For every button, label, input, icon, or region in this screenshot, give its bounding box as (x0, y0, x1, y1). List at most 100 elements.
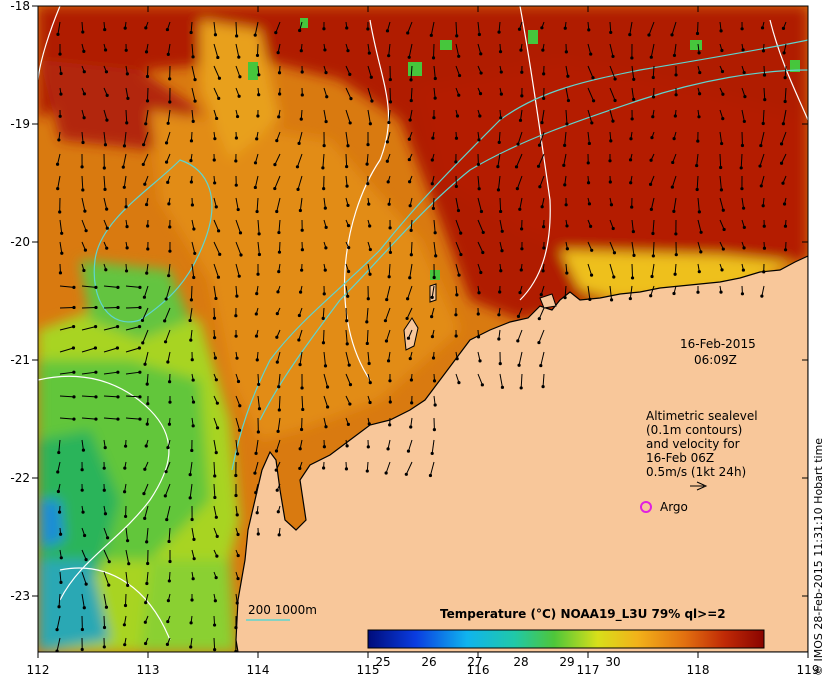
legend-line: 16-Feb 06Z (646, 451, 714, 465)
velocity-arrow (275, 307, 281, 316)
velocity-arrow (323, 109, 328, 124)
velocity-arrow (254, 329, 259, 338)
velocity-arrow (123, 593, 128, 608)
velocity-arrow (630, 43, 634, 60)
velocity-arrow (519, 373, 523, 390)
velocity-arrow (213, 417, 220, 430)
velocity-arrow (234, 175, 238, 187)
velocity-arrow (630, 109, 634, 121)
velocity-arrow (255, 197, 259, 214)
velocity-arrow (649, 197, 655, 211)
lon-tick-label: 119 (797, 663, 820, 677)
velocity-arrow (298, 461, 303, 471)
velocity-arrow (432, 417, 436, 432)
velocity-arrow (191, 549, 196, 561)
velocity-arrow (496, 175, 501, 192)
velocity-arrow (235, 263, 241, 278)
velocity-arrow (121, 153, 127, 169)
velocity-arrow (57, 131, 61, 142)
velocity-arrow (57, 439, 61, 455)
velocity-arrow (81, 571, 88, 586)
velocity-arrow (323, 395, 330, 409)
velocity-arrow (103, 131, 108, 147)
velocity-arrow (125, 370, 142, 375)
legend-line: and velocity for (646, 437, 740, 451)
velocity-arrow (125, 571, 130, 587)
velocity-arrow (741, 43, 745, 52)
velocity-arrow (540, 197, 545, 209)
velocity-arrow (189, 329, 193, 342)
velocity-arrow (257, 65, 261, 77)
velocity-arrow (367, 351, 371, 366)
velocity-arrow (433, 219, 437, 235)
velocity-arrow (739, 153, 743, 170)
colorbar-tick-label: 29 (559, 655, 574, 669)
velocity-arrow (213, 571, 218, 580)
velocity-arrow (498, 351, 502, 366)
velocity-arrow (565, 241, 569, 251)
velocity-arrow (122, 131, 127, 148)
velocity-arrow (477, 219, 485, 235)
velocity-arrow (719, 285, 723, 294)
velocity-arrow (406, 329, 413, 340)
velocity-arrow (609, 65, 617, 81)
velocity-arrow (719, 65, 725, 74)
velocity-arrow (520, 65, 524, 74)
velocity-arrow (235, 417, 242, 432)
velocity-arrow (497, 307, 501, 317)
velocity-arrow (298, 197, 303, 213)
velocity-arrow (191, 395, 196, 404)
velocity-arrow (719, 43, 724, 53)
velocity-arrow (477, 241, 485, 255)
velocity-arrow (81, 593, 86, 610)
velocity-arrow (125, 346, 142, 353)
velocity-arrow (188, 483, 193, 500)
velocity-arrow (672, 285, 677, 296)
velocity-arrow (477, 351, 482, 363)
velocity-arrow (256, 527, 260, 536)
velocity-arrow (59, 325, 76, 331)
velocity-arrow (235, 21, 239, 38)
velocity-arrows (55, 21, 788, 652)
velocity-arrow (144, 197, 149, 207)
velocity-arrow (672, 43, 677, 58)
velocity-arrow (235, 351, 239, 360)
velocity-arrow (191, 241, 197, 256)
velocity-arrow (630, 197, 634, 209)
velocity-arrow (587, 263, 594, 277)
velocity-arrow (782, 197, 787, 206)
lon-tick-label: 115 (357, 663, 380, 677)
velocity-arrow (367, 373, 372, 385)
velocity-arrow (672, 197, 677, 213)
velocity-arrow (58, 197, 62, 214)
velocity-arrow (740, 175, 744, 191)
velocity-arrow (300, 87, 304, 97)
velocity-arrow (565, 263, 569, 275)
velocity-arrow (454, 153, 458, 164)
velocity-arrow (697, 87, 702, 96)
velocity-arrow (81, 305, 98, 310)
velocity-arrow (256, 263, 260, 276)
velocity-arrow (277, 373, 281, 389)
velocity-arrow (103, 439, 107, 450)
velocity-arrow (235, 571, 240, 581)
velocity-arrow (103, 21, 107, 32)
velocity-arrow (386, 175, 391, 184)
velocity-arrow (125, 395, 142, 399)
velocity-arrow (143, 351, 149, 366)
velocity-arrow (388, 373, 392, 383)
velocity-arrow (81, 417, 98, 421)
velocity-arrow (719, 21, 723, 33)
velocity-arrow (213, 593, 217, 603)
velocity-arrow (648, 175, 655, 187)
velocity-arrow (103, 571, 111, 587)
velocity-arrow (563, 21, 567, 30)
velocity-arrow (80, 615, 84, 632)
velocity-arrow (587, 285, 592, 302)
velocity-arrow (275, 329, 281, 339)
velocity-arrow (56, 175, 61, 191)
velocity-arrow (322, 21, 326, 31)
velocity-arrow (56, 21, 61, 36)
velocity-arrow (124, 197, 128, 209)
velocity-arrow (125, 241, 129, 250)
